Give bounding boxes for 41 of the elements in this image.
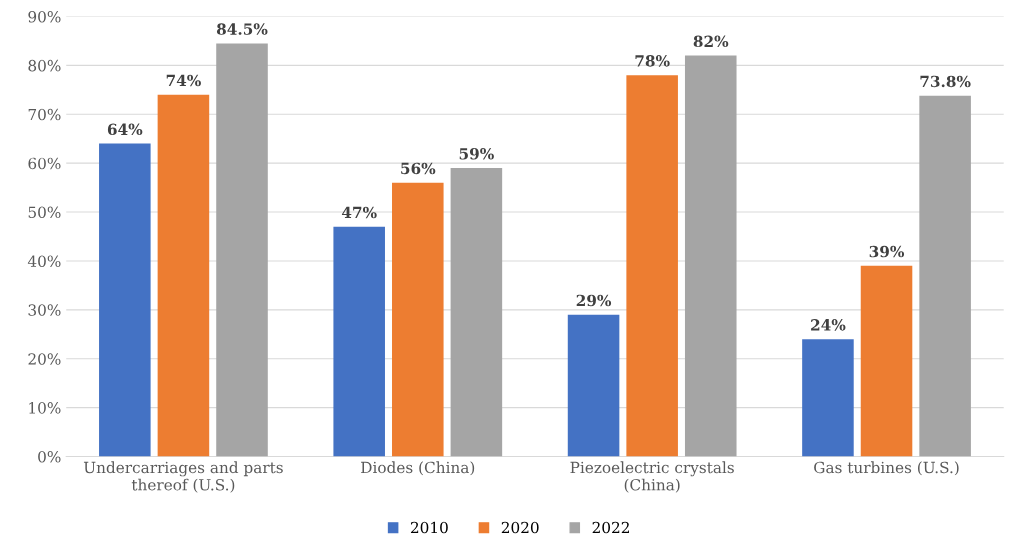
x-tick-label: Piezoelectric crystals (China) xyxy=(570,461,734,493)
legend-label: 2020 xyxy=(501,521,539,534)
x-tick-label: Diodes (China) xyxy=(361,461,475,476)
data-label: 74% xyxy=(166,74,201,87)
y-tick-label: 80% xyxy=(28,59,61,72)
data-label: 59% xyxy=(459,147,494,160)
data-label: 82% xyxy=(693,35,729,48)
y-tick-label: 0% xyxy=(38,450,61,463)
data-label: 84.5% xyxy=(216,23,268,35)
y-tick-label: 90% xyxy=(28,10,61,23)
y-tick-label: 60% xyxy=(28,157,61,170)
bar xyxy=(99,143,151,457)
data-label: 64% xyxy=(107,123,143,136)
bar xyxy=(860,265,913,457)
y-tick-label: 30% xyxy=(28,304,61,316)
bar xyxy=(684,55,737,457)
data-label: 56% xyxy=(401,162,436,175)
data-label: 78% xyxy=(635,55,670,67)
x-tick-label: Undercarriages and parts thereof (U.S.) xyxy=(83,461,283,493)
y-tick-label: 50% xyxy=(28,206,61,219)
data-label: 73.8% xyxy=(920,75,971,88)
data-label: 29% xyxy=(576,294,612,307)
bar xyxy=(567,314,620,457)
bar xyxy=(157,94,210,457)
data-label: 47% xyxy=(341,206,377,219)
bar xyxy=(392,182,444,457)
legend-label: 2010 xyxy=(410,521,448,534)
y-tick-label: 20% xyxy=(28,353,61,365)
bar xyxy=(919,95,971,457)
y-tick-label: 40% xyxy=(27,255,61,267)
data-label: 24% xyxy=(811,319,846,331)
bar xyxy=(802,339,854,457)
bar xyxy=(450,168,503,457)
y-tick-label: 70% xyxy=(28,108,61,121)
legend-label: 2022 xyxy=(592,521,629,534)
x-tick-label: Gas turbines (U.S.) xyxy=(814,461,959,476)
data-label: 39% xyxy=(869,245,905,258)
bar xyxy=(333,226,385,457)
bar xyxy=(626,75,678,457)
bar xyxy=(216,43,268,457)
y-tick-label: 10% xyxy=(29,402,61,414)
